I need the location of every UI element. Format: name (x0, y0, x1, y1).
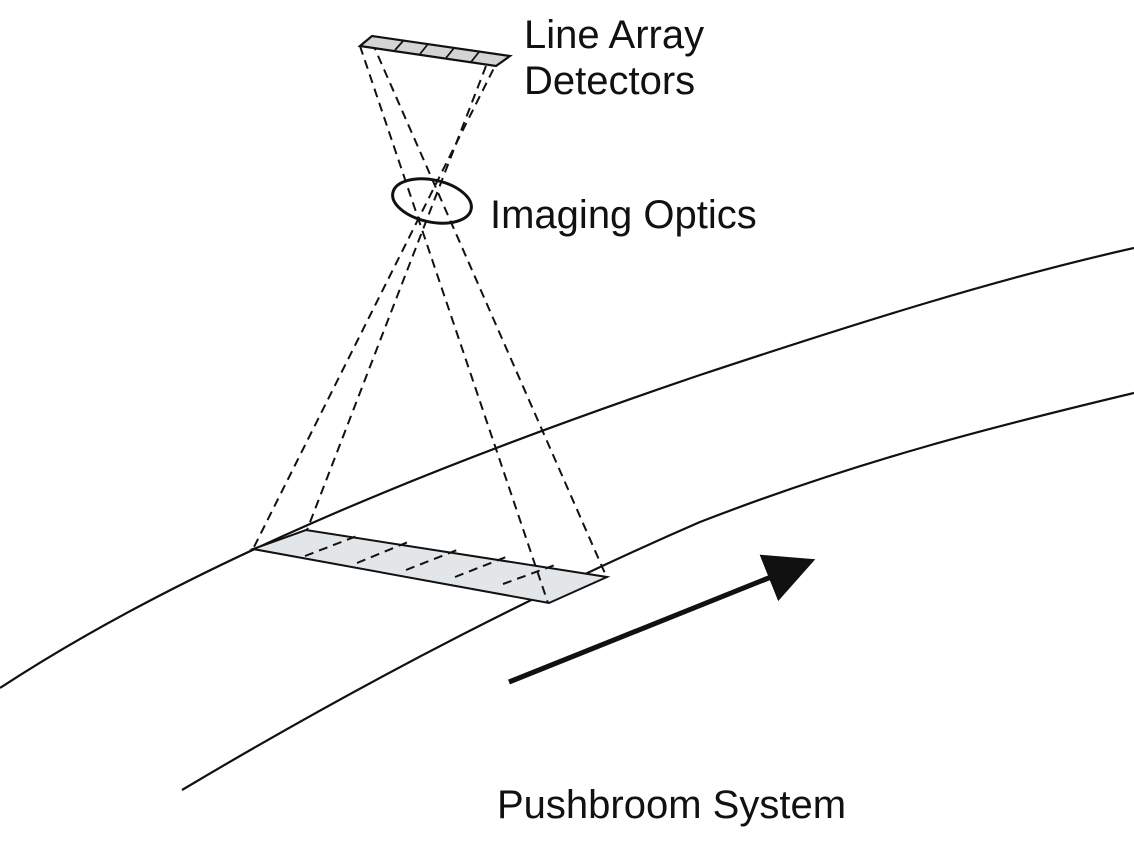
detectors-label-line2: Detectors (524, 59, 696, 103)
arrow-right-icon (508, 554, 816, 685)
ground-track-upper-edge (0, 246, 1134, 689)
detectors-label: Line Array Detectors (524, 12, 704, 104)
ground-track-lower-edge (181, 391, 1134, 791)
diagram-title: Pushbroom System (497, 783, 847, 827)
projection-rays (252, 41, 608, 604)
detectors-label-line1: Line Array (524, 13, 705, 57)
line-array-detectors (357, 34, 513, 68)
optics-label: Imaging Optics (490, 193, 757, 237)
ground-footprint-shade (249, 528, 611, 605)
footprint-cell-dividers (304, 535, 556, 585)
imaging-optics-lens (391, 177, 473, 225)
